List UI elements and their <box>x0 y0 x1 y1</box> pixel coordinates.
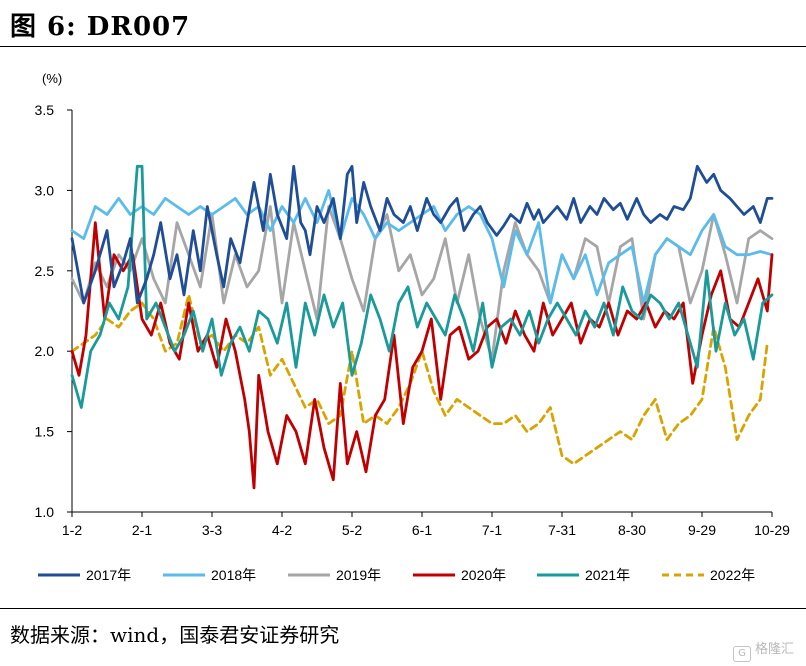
y-tick-label: 3.0 <box>35 182 55 198</box>
x-tick-label: 9-29 <box>688 522 716 538</box>
title-rule <box>0 46 806 47</box>
legend-label-4: 2021年 <box>585 567 630 583</box>
y-tick-label: 1.0 <box>35 504 55 520</box>
series-line-5 <box>70 293 769 466</box>
series-line-0 <box>70 164 774 305</box>
x-tick-label: 10-29 <box>754 522 790 538</box>
x-tick-label: 7-1 <box>482 522 502 538</box>
dr007-line-chart: 1.0 1.5 2.0 2.5 3.0 3.5 (%) 1-2 2-1 3-3 4-2 5-2 6-1 7… <box>35 71 791 583</box>
data-source-note: 数据来源：wind，国泰君安证券研究 <box>10 623 340 647</box>
legend-label-3: 2020年 <box>461 567 506 583</box>
x-tick-label: 5-2 <box>342 522 362 538</box>
y-tick-label: 3.5 <box>35 102 55 118</box>
x-tick-label: 6-1 <box>412 522 432 538</box>
x-tick-label: 1-2 <box>62 522 82 538</box>
legend-label-1: 2018年 <box>211 567 256 583</box>
x-tick-label: 3-3 <box>202 522 222 538</box>
legend-label-5: 2022年 <box>710 567 755 583</box>
series-line-1 <box>70 188 774 305</box>
legend-label-0: 2017年 <box>86 567 131 583</box>
x-tick-label: 8-30 <box>618 522 646 538</box>
figure-title: 图 6: DR007 <box>10 12 191 42</box>
y-tick-label: 2.0 <box>35 343 55 359</box>
y-tick-label: 1.5 <box>35 424 55 440</box>
series-line-4 <box>70 164 774 409</box>
series-line-3 <box>70 221 774 490</box>
source-rule <box>0 608 806 609</box>
series-line-2 <box>70 205 774 361</box>
watermark-logo-icon: G <box>732 646 751 662</box>
x-tick-label: 2-1 <box>132 522 152 538</box>
y-axis-unit-label: (%) <box>42 71 62 86</box>
watermark-text: 格隆汇 <box>754 642 794 657</box>
legend-label-2: 2019年 <box>336 567 381 583</box>
y-tick-label: 2.5 <box>35 263 55 279</box>
watermark: G 格隆汇 <box>732 638 794 662</box>
x-tick-label: 7-31 <box>548 522 576 538</box>
x-tick-label: 4-2 <box>272 522 292 538</box>
